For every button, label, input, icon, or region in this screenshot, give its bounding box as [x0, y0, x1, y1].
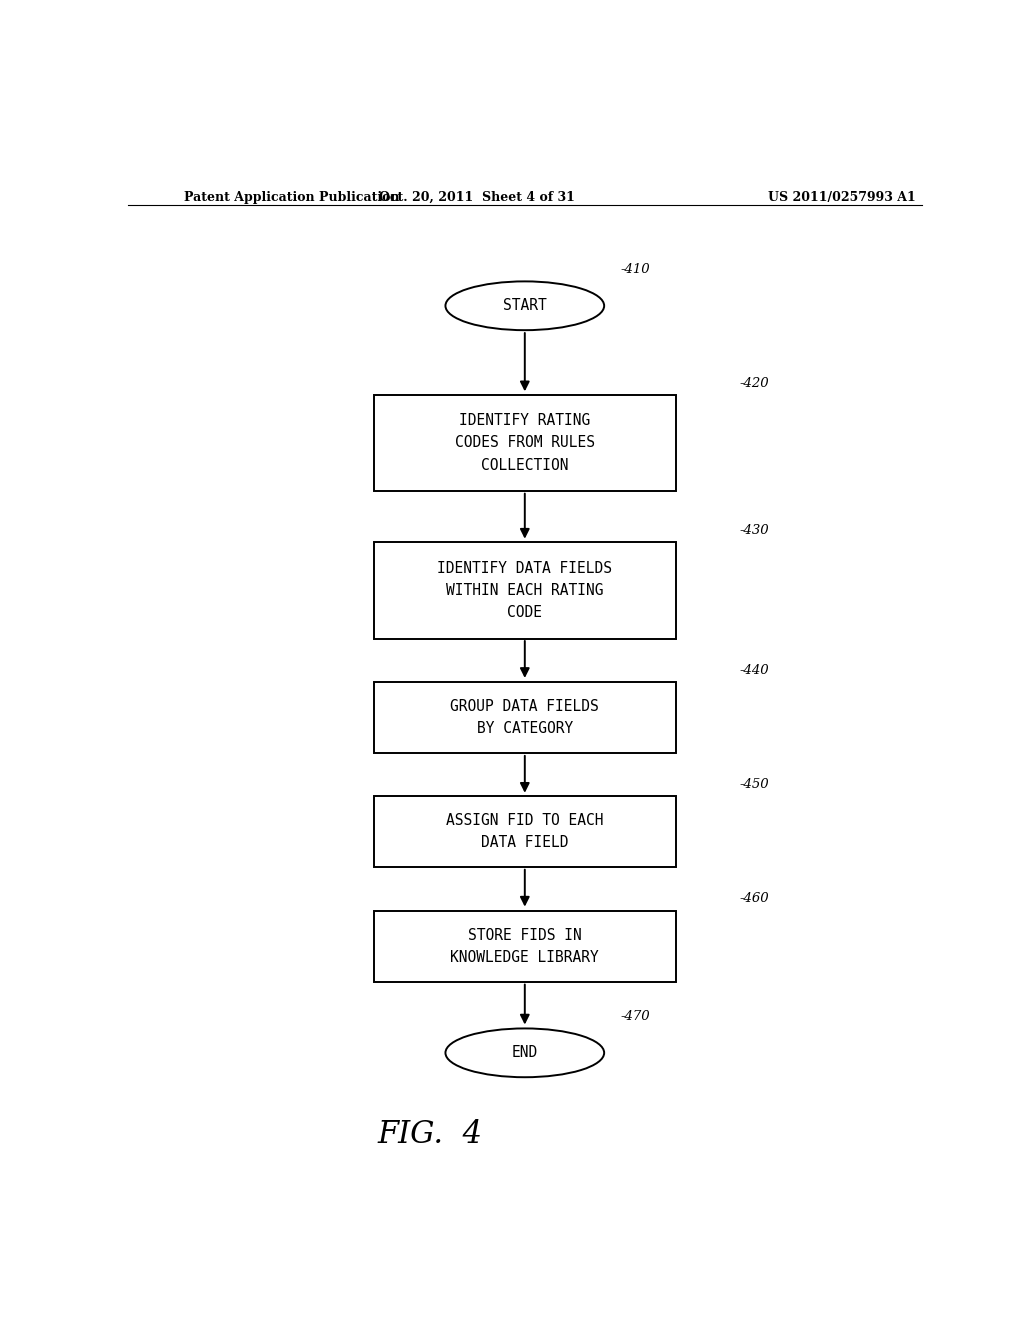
- Text: START: START: [503, 298, 547, 313]
- FancyBboxPatch shape: [374, 543, 676, 639]
- Text: -420: -420: [739, 376, 769, 389]
- Text: -460: -460: [739, 892, 769, 906]
- FancyBboxPatch shape: [374, 395, 676, 491]
- FancyBboxPatch shape: [374, 911, 676, 982]
- Ellipse shape: [445, 281, 604, 330]
- Text: Patent Application Publication: Patent Application Publication: [183, 190, 399, 203]
- Text: -430: -430: [739, 524, 769, 537]
- Text: -450: -450: [739, 777, 769, 791]
- FancyBboxPatch shape: [374, 796, 676, 867]
- Text: Oct. 20, 2011  Sheet 4 of 31: Oct. 20, 2011 Sheet 4 of 31: [379, 190, 575, 203]
- Text: ASSIGN FID TO EACH
DATA FIELD: ASSIGN FID TO EACH DATA FIELD: [446, 813, 603, 850]
- Text: -470: -470: [620, 1010, 649, 1023]
- Text: END: END: [512, 1045, 538, 1060]
- Text: GROUP DATA FIELDS
BY CATEGORY: GROUP DATA FIELDS BY CATEGORY: [451, 698, 599, 737]
- Text: -440: -440: [739, 664, 769, 677]
- Text: IDENTIFY RATING
CODES FROM RULES
COLLECTION: IDENTIFY RATING CODES FROM RULES COLLECT…: [455, 413, 595, 473]
- FancyBboxPatch shape: [374, 682, 676, 752]
- Text: FIG.  4: FIG. 4: [377, 1118, 482, 1150]
- Text: STORE FIDS IN
KNOWLEDGE LIBRARY: STORE FIDS IN KNOWLEDGE LIBRARY: [451, 928, 599, 965]
- Text: -410: -410: [620, 263, 649, 276]
- Text: IDENTIFY DATA FIELDS
WITHIN EACH RATING
CODE: IDENTIFY DATA FIELDS WITHIN EACH RATING …: [437, 561, 612, 620]
- Ellipse shape: [445, 1028, 604, 1077]
- Text: US 2011/0257993 A1: US 2011/0257993 A1: [768, 190, 916, 203]
